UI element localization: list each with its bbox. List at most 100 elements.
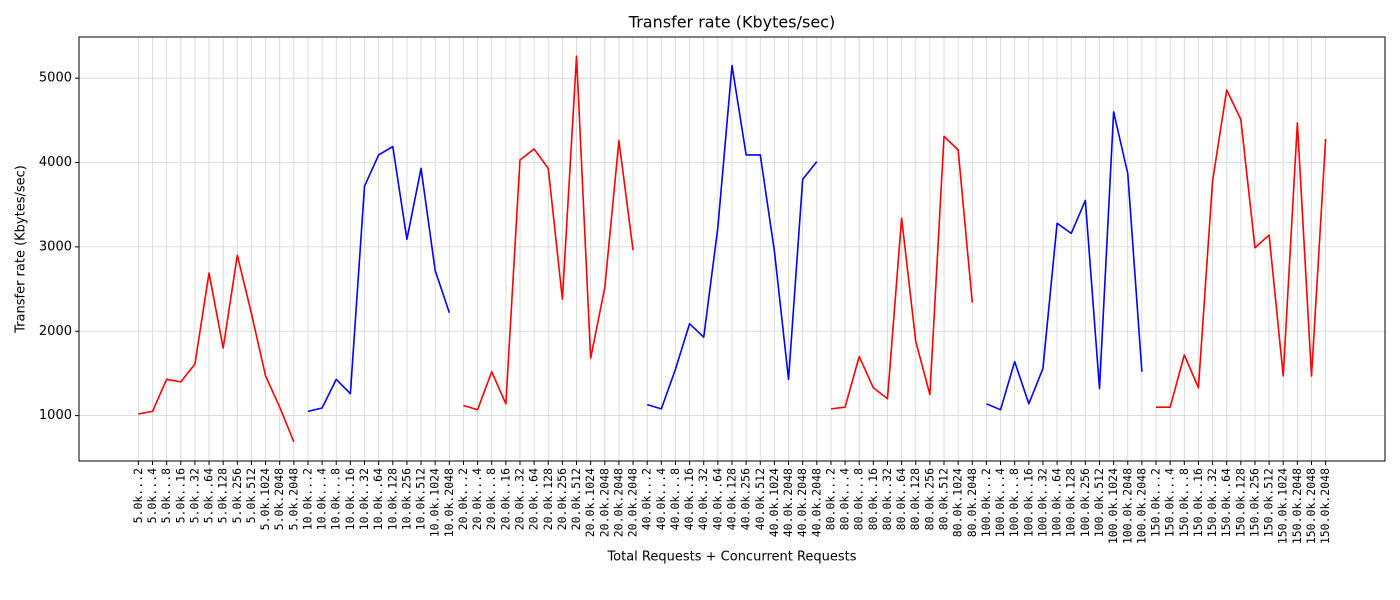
- y-tick-label: 5000: [39, 71, 72, 86]
- line-series: [986, 111, 1143, 411]
- x-tick-label: 10.0k..64: [371, 468, 385, 530]
- x-tick-label: 10.0k.512: [414, 468, 428, 530]
- x-tick-label: 10.0k.128: [385, 468, 399, 530]
- x-tick-label: 150.0k...4: [1163, 468, 1177, 537]
- x-tick-label: 40.0k...4: [654, 468, 668, 530]
- x-tick-label: 150.0k..64: [1219, 468, 1233, 537]
- x-tick-label: 5.0k..32: [187, 468, 201, 523]
- x-tick-label: 100.0k..32: [1035, 468, 1049, 537]
- x-tick-label: 150.0k...8: [1177, 468, 1191, 537]
- x-tick-label: 100.0k.2048: [1134, 468, 1148, 544]
- x-tick-label: 5.0k..16: [173, 468, 187, 523]
- x-tick-label: 10.0k.2048: [442, 468, 456, 537]
- y-axis-label: Transfer rate (Kbytes/sec): [14, 165, 29, 334]
- x-tick-label: 40.0k..32: [696, 468, 710, 530]
- x-tick-label: 40.0k.512: [753, 468, 767, 530]
- x-tick-label: 80.0k...4: [838, 468, 852, 530]
- x-tick-label: 100.0k.1024: [1106, 468, 1120, 544]
- x-tick-label: 100.0k...8: [1007, 468, 1021, 537]
- x-tick-label: 40.0k...8: [668, 468, 682, 530]
- x-tick-label: 80.0k...8: [852, 468, 866, 530]
- x-tick-label: 40.0k.2048: [809, 468, 823, 537]
- x-tick-label: 10.0k.256: [399, 468, 413, 530]
- x-tick-label: 10.0k..16: [343, 468, 357, 530]
- x-tick-label: 80.0k.512: [937, 468, 951, 530]
- x-tick-label: 100.0k.128: [1064, 468, 1078, 537]
- x-tick-label: 150.0k.256: [1247, 468, 1261, 537]
- y-tick-label: 4000: [39, 155, 72, 170]
- x-tick-label: 150.0k.2048: [1290, 468, 1304, 544]
- x-tick-label: 20.0k..64: [527, 468, 541, 530]
- x-tick-label: 5.0k.1024: [258, 468, 272, 530]
- x-tick-label: 20.0k.2048: [611, 468, 625, 537]
- x-tick-label: 150.0k..32: [1205, 468, 1219, 537]
- x-tick-label: 100.0k..64: [1050, 468, 1064, 537]
- y-tick-label: 2000: [39, 324, 72, 339]
- grid: [79, 37, 1385, 461]
- x-tick-label: 80.0k.128: [908, 468, 922, 530]
- x-tick-label: 10.0k...4: [315, 468, 329, 530]
- x-tick-label: 20.0k.256: [555, 468, 569, 530]
- x-tick-label: 5.0k...2: [131, 468, 145, 523]
- x-tick-label: 80.0k.2048: [965, 468, 979, 537]
- x-tick-label: 10.0k..32: [357, 468, 371, 530]
- x-tick-label: 150.0k...2: [1149, 468, 1163, 537]
- x-tick-label: 40.0k.256: [739, 468, 753, 530]
- x-tick-label: 20.0k...8: [484, 468, 498, 530]
- x-tick-label: 40.0k...2: [640, 468, 654, 530]
- x-tick-label: 20.0k...4: [470, 468, 484, 530]
- x-tick-label: 40.0k.2048: [781, 468, 795, 537]
- x-tick-label: 40.0k.2048: [795, 468, 809, 537]
- x-tick-label: 80.0k..32: [880, 468, 894, 530]
- x-tick-label: 80.0k...2: [823, 468, 837, 530]
- x-tick-label: 40.0k..64: [710, 468, 724, 530]
- x-tick-label: 20.0k.512: [569, 468, 583, 530]
- x-tick-label: 80.0k..16: [866, 468, 880, 530]
- x-tick-label: 150.0k.128: [1233, 468, 1247, 537]
- x-tick-label: 100.0k...2: [979, 468, 993, 537]
- x-tick-label: 80.0k..64: [894, 468, 908, 530]
- x-tick-label: 20.0k.2048: [626, 468, 640, 537]
- x-tick-label: 80.0k.1024: [951, 468, 965, 537]
- x-tick-label: 20.0k.2048: [597, 468, 611, 537]
- x-tick-label: 5.0k.256: [230, 468, 244, 523]
- x-tick-label: 20.0k..16: [498, 468, 512, 530]
- x-tick-label: 20.0k...2: [456, 468, 470, 530]
- x-tick-label: 150.0k.2048: [1304, 468, 1318, 544]
- line-series: [646, 64, 818, 410]
- line-series: [307, 145, 451, 413]
- x-tick-label: 40.0k.128: [725, 468, 739, 530]
- x-tick-label: 20.0k..32: [512, 468, 526, 530]
- x-tick-label: 5.0k.512: [244, 468, 258, 523]
- x-tick-label: 40.0k..16: [682, 468, 696, 530]
- x-tick-label: 5.0k..64: [202, 468, 216, 523]
- x-tick-label: 5.0k.2048: [272, 468, 286, 530]
- chart-title: Transfer rate (Kbytes/sec): [628, 13, 835, 32]
- x-tick-label: 150.0k.512: [1262, 468, 1276, 537]
- x-tick-label: 40.0k.1024: [767, 468, 781, 537]
- x-tick-label: 5.0k...4: [145, 468, 159, 523]
- x-axis-label: Total Requests + Concurrent Requests: [606, 550, 856, 565]
- x-tick-label: 100.0k...4: [993, 468, 1007, 537]
- x-tick-label: 80.0k.256: [922, 468, 936, 530]
- x-tick-label: 100.0k..16: [1021, 468, 1035, 537]
- y-tick-label: 3000: [39, 239, 72, 254]
- x-tick-label: 20.0k.1024: [583, 468, 597, 537]
- x-tick-label: 10.0k...8: [329, 468, 343, 530]
- lines: [138, 55, 1327, 443]
- x-tick-label: 150.0k.1024: [1276, 468, 1290, 544]
- x-tick-label: 10.0k...2: [300, 468, 314, 530]
- x-tick-label: 150.0k.2048: [1318, 468, 1332, 544]
- x-tick-label: 5.0k.128: [216, 468, 230, 523]
- line-series: [138, 254, 295, 443]
- line-series: [830, 135, 974, 410]
- x-tick-label: 100.0k.2048: [1120, 468, 1134, 544]
- x-tick-label: 5.0k.2048: [286, 468, 300, 530]
- x-tick-label: 150.0k..16: [1191, 468, 1205, 537]
- x-tick-label: 10.0k.1024: [428, 468, 442, 537]
- x-tick-label: 100.0k.512: [1092, 468, 1106, 537]
- x-tick-label: 100.0k.256: [1078, 468, 1092, 537]
- line-series: [1156, 89, 1327, 408]
